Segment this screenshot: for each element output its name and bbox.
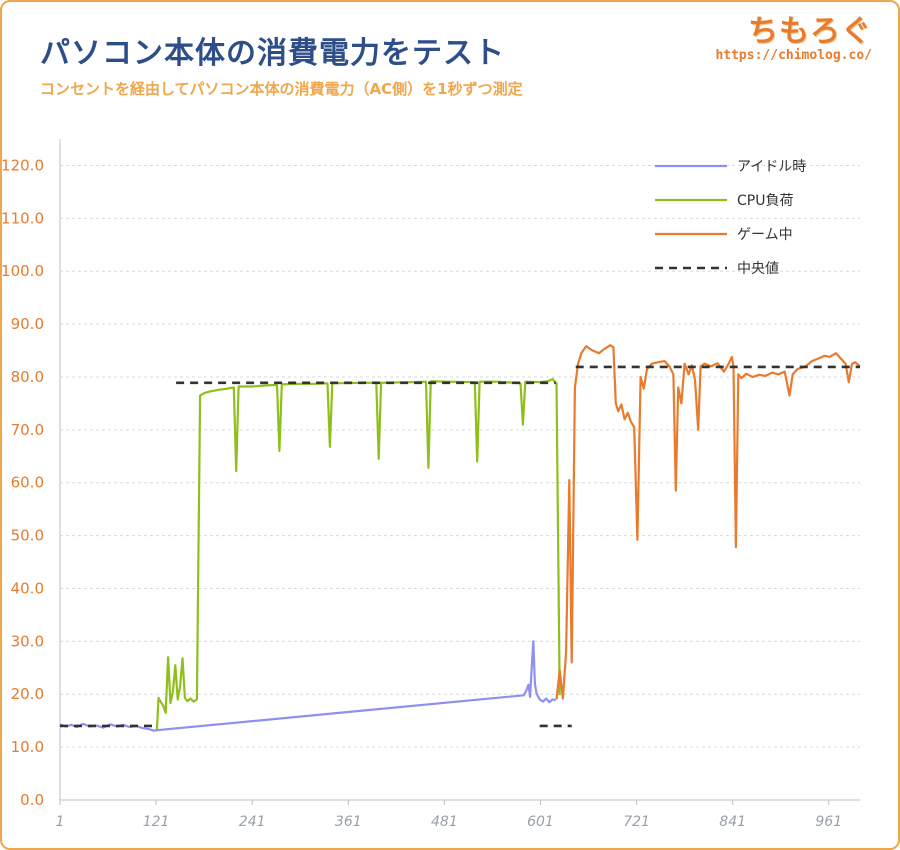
x-tick-label: 361	[335, 814, 362, 830]
chart-subtitle: コンセントを経由してパソコン本体の消費電力（AC側）を1秒ずつ測定	[40, 80, 523, 98]
legend-label: アイドル時	[737, 159, 806, 175]
y-tick-label: 20.0	[11, 685, 44, 703]
brand-name: ちもろぐ	[748, 14, 872, 49]
x-tick-label: 481	[431, 814, 458, 830]
x-tick-label: 1	[56, 814, 65, 830]
y-tick-label: 110.0	[1, 209, 44, 227]
legend-label: ゲーム中	[737, 227, 793, 243]
y-tick-label: 60.0	[11, 474, 44, 492]
series-line	[59, 640, 556, 732]
legend-label: 中央値	[737, 261, 779, 277]
x-tick-label: 961	[815, 814, 842, 830]
y-tick-label: 80.0	[11, 368, 44, 386]
chart-title: パソコン本体の消費電力をテスト	[40, 36, 505, 71]
series-line	[155, 378, 561, 731]
brand-logo: ちもろぐ https://chimolog.co/	[715, 6, 872, 63]
y-tick-label: 90.0	[11, 315, 44, 333]
y-tick-label: 40.0	[11, 579, 44, 597]
x-tick-label: 121	[143, 814, 170, 830]
x-tick-label: 241	[239, 814, 266, 830]
x-tick-label: 601	[527, 814, 554, 830]
y-tick-label: 10.0	[11, 738, 44, 756]
series-line	[555, 344, 861, 700]
x-tick-label: 721	[623, 814, 650, 830]
y-tick-label: 120.0	[1, 156, 44, 174]
y-tick-label: 0.0	[20, 791, 44, 809]
y-tick-label: 100.0	[1, 262, 44, 280]
x-tick-label: 841	[719, 814, 746, 830]
y-tick-label: 50.0	[11, 527, 44, 545]
y-tick-label: 70.0	[11, 421, 44, 439]
brand-url[interactable]: https://chimolog.co/	[715, 48, 872, 63]
y-tick-label: 30.0	[11, 632, 44, 650]
legend-label: CPU負荷	[737, 193, 793, 209]
